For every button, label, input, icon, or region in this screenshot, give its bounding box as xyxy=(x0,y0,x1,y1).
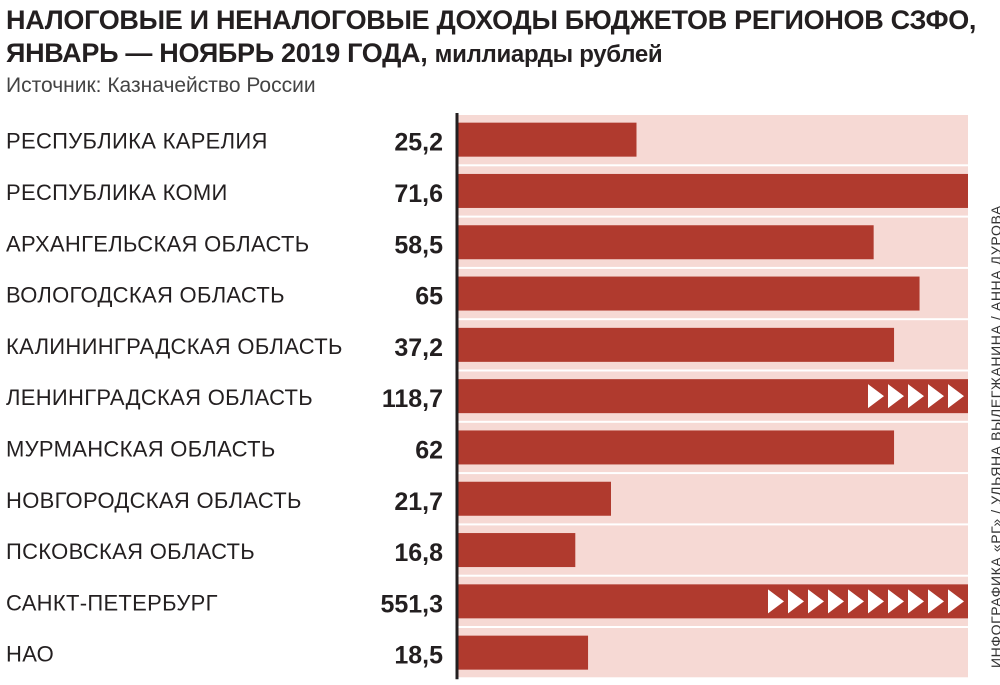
overflow-arrow-icon xyxy=(868,589,884,614)
chart-title-text: НАЛОГОВЫЕ И НЕНАЛОГОВЫЕ ДОХОДЫ БЮДЖЕТОВ … xyxy=(6,5,977,68)
category-label: ВОЛОГОДСКАЯ ОБЛАСТЬ xyxy=(6,283,285,308)
overflow-arrow-icon xyxy=(928,589,944,614)
value-label: 65 xyxy=(415,283,443,311)
bar xyxy=(458,122,637,157)
overflow-arrow-icon xyxy=(948,384,964,409)
overflow-arrow-icon xyxy=(808,589,824,614)
value-label: 37,2 xyxy=(394,334,443,362)
overflow-arrow-icon xyxy=(888,384,904,409)
category-label: КАЛИНИНГРАДСКАЯ ОБЛАСТЬ xyxy=(6,334,343,359)
chart-source: Источник: Казначейство России xyxy=(6,74,316,97)
category-label: САНКТ-ПЕТЕРБУРГ xyxy=(6,590,218,615)
overflow-arrow-icon xyxy=(788,589,804,614)
bar xyxy=(458,430,895,465)
overflow-arrow-icon xyxy=(848,589,864,614)
value-label: 16,8 xyxy=(394,539,443,567)
bar xyxy=(458,225,874,260)
overflow-arrow-icon xyxy=(948,589,964,614)
category-label: МУРМАНСКАЯ ОБЛАСТЬ xyxy=(6,436,276,461)
chart-unit-label: миллиарды рублей xyxy=(434,41,663,68)
value-label: 25,2 xyxy=(394,129,443,157)
overflow-arrow-icon xyxy=(868,384,884,409)
bar xyxy=(458,481,611,516)
bar xyxy=(458,173,968,208)
overflow-arrow-icon xyxy=(828,589,844,614)
category-label: ЛЕНИНГРАДСКАЯ ОБЛАСТЬ xyxy=(6,385,313,410)
value-label: 21,7 xyxy=(394,488,443,516)
category-label: РЕСПУБЛИКА КАРЕЛИЯ xyxy=(6,129,268,154)
overflow-arrow-icon xyxy=(908,384,924,409)
bar xyxy=(458,276,920,311)
chart-title: НАЛОГОВЫЕ И НЕНАЛОГОВЫЕ ДОХОДЫ БЮДЖЕТОВ … xyxy=(6,4,991,71)
category-label: НАО xyxy=(6,642,54,667)
value-label: 71,6 xyxy=(394,180,443,208)
value-label: 551,3 xyxy=(380,590,443,618)
overflow-arrow-icon xyxy=(768,589,784,614)
category-label: НОВГОРОДСКАЯ ОБЛАСТЬ xyxy=(6,488,302,513)
overflow-arrow-icon xyxy=(928,384,944,409)
value-label: 58,5 xyxy=(394,231,443,259)
overflow-arrow-icon xyxy=(908,589,924,614)
bar xyxy=(458,635,589,670)
bar xyxy=(458,327,895,362)
overflow-arrow-icon xyxy=(888,589,904,614)
category-label: ПСКОВСКАЯ ОБЛАСТЬ xyxy=(6,539,255,564)
bar xyxy=(458,533,576,568)
value-label: 18,5 xyxy=(394,642,443,670)
value-label: 118,7 xyxy=(382,385,443,413)
category-label: РЕСПУБЛИКА КОМИ xyxy=(6,180,228,205)
category-label: АРХАНГЕЛЬСКАЯ ОБЛАСТЬ xyxy=(6,231,309,256)
value-label: 62 xyxy=(415,436,443,464)
